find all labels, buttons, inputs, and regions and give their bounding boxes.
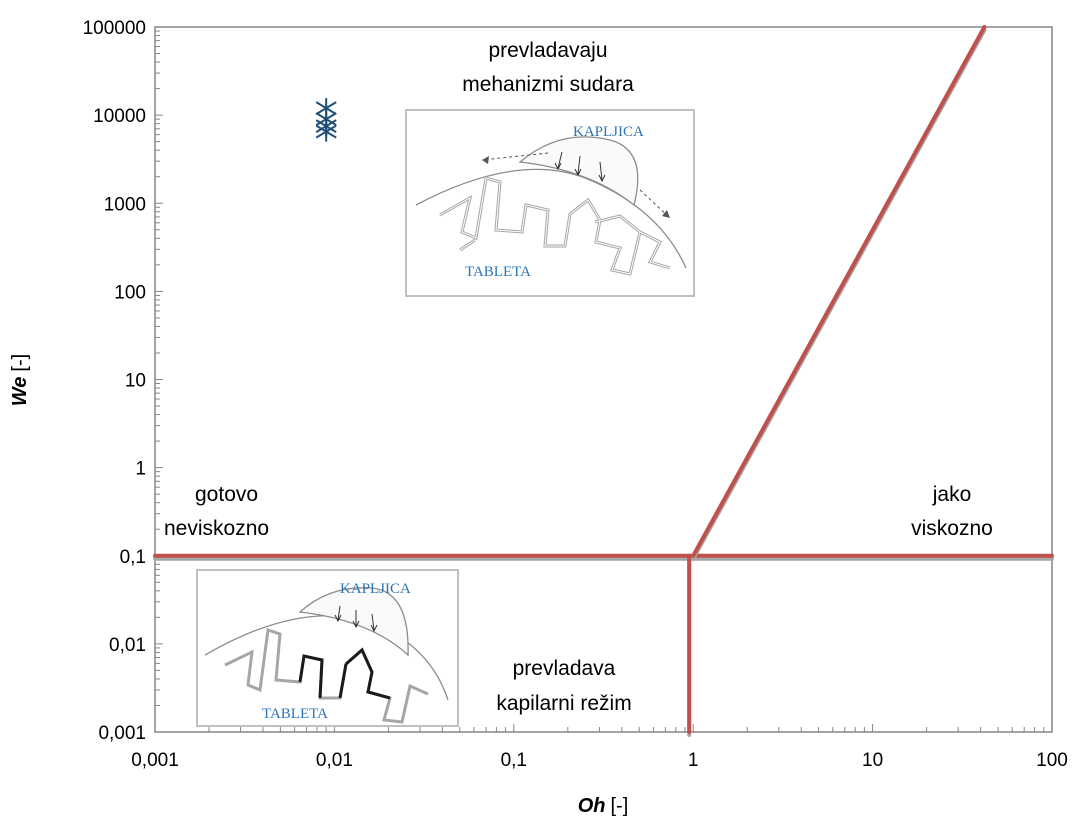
- arrowhead-left: [482, 156, 489, 164]
- droplet-shape: [518, 136, 639, 207]
- inset-capillary-drop-label: KAPLJICA: [340, 581, 411, 597]
- flow-arrow-left: [481, 152, 549, 161]
- y-tick-label: 1: [135, 459, 146, 480]
- y-tick-label: 10000: [93, 106, 146, 127]
- x-tick-label: 0,1: [501, 750, 527, 771]
- y-tick-labels: 0,001 0,01 0,1 1 10 100 1000 10000 100000: [83, 18, 146, 744]
- inset-collision-drop-label: KAPLJICA: [573, 124, 644, 140]
- x-axis-title: Oh [-]: [578, 795, 629, 817]
- boundary-lines: [153, 25, 1054, 737]
- inset-collision-frame: [405, 109, 695, 297]
- y-tick-label: 0,1: [120, 547, 146, 568]
- arrowhead-right: [662, 210, 670, 218]
- x-axis-unit: [-]: [611, 795, 629, 817]
- svg-text:kapilarni režim: kapilarni režim: [496, 692, 631, 715]
- x-tick-label: 0,001: [131, 750, 179, 771]
- y-axis-title: We [-]: [9, 354, 31, 406]
- boundary-line: [691, 25, 987, 558]
- y-tick-label: 100000: [83, 18, 146, 39]
- region-collision-label: prevladavaju mehanizmi sudara: [462, 39, 634, 96]
- region-inviscid-label: gotovo neviskozno: [164, 483, 269, 540]
- inset-collision: KAPLJICA TABLETA: [405, 109, 695, 297]
- y-tick-label: 0,001: [98, 723, 146, 744]
- y-tick-label: 10: [125, 371, 146, 392]
- svg-text:jako: jako: [932, 483, 972, 506]
- x-tick-label: 100: [1036, 750, 1068, 771]
- pore-network-inner: [439, 177, 671, 275]
- svg-text:gotovo: gotovo: [195, 483, 258, 506]
- inset-capillary-tablet-label: TABLETA: [262, 706, 328, 722]
- region-viscous-label: jako viskozno: [911, 483, 993, 540]
- x-tick-label: 10: [862, 750, 883, 771]
- drop-arrow-2: [574, 155, 582, 177]
- y-tick-label: 0,01: [109, 635, 146, 656]
- inset-capillary-frame: [196, 569, 459, 727]
- svg-text:mehanizmi sudara: mehanizmi sudara: [462, 73, 634, 96]
- filled-pores: [298, 647, 391, 700]
- y-axis-symbol: We: [9, 377, 31, 407]
- inset-collision-tablet-label: TABLETA: [465, 264, 531, 280]
- x-tick-label: 1: [688, 750, 699, 771]
- drop-arrow-3: [598, 161, 606, 183]
- svg-text:neviskozno: neviskozno: [164, 517, 269, 540]
- svg-text:viskozno: viskozno: [911, 517, 993, 540]
- drop-arrow-1: [554, 151, 563, 171]
- x-axis-symbol: Oh: [578, 795, 606, 817]
- x-tick-label: 0,01: [316, 750, 353, 771]
- y-tick-label: 100: [114, 282, 146, 303]
- x-tick-labels: 0,001 0,01 0,1 1 10 100: [131, 750, 1068, 771]
- svg-text:prevladavaju: prevladavaju: [488, 39, 607, 62]
- y-tick-label: 1000: [104, 194, 146, 215]
- inset-capillary: KAPLJICA TABLETA: [196, 569, 459, 727]
- data-points: [315, 98, 337, 142]
- data-point: [315, 121, 337, 142]
- svg-text:prevladava: prevladava: [513, 657, 616, 680]
- y-axis-unit: [-]: [9, 354, 31, 372]
- flow-arrow-right: [639, 189, 671, 219]
- drop-arrows: [334, 605, 378, 633]
- region-capillary-label: prevladava kapilarni režim: [496, 657, 631, 715]
